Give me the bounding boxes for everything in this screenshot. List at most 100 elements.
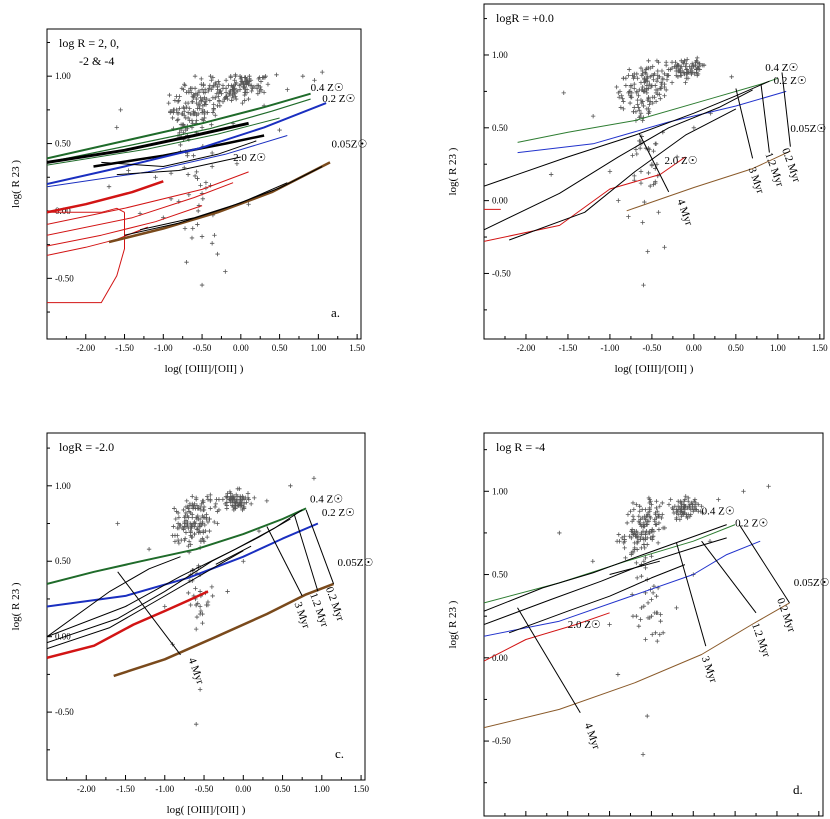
data-point bbox=[647, 81, 652, 87]
data-point bbox=[172, 98, 178, 103]
data-point bbox=[211, 102, 216, 107]
data-point bbox=[659, 81, 665, 87]
data-point bbox=[246, 96, 251, 102]
data-point bbox=[639, 100, 645, 106]
data-point bbox=[185, 519, 190, 525]
annotation-label: 4 Myr bbox=[582, 721, 603, 751]
data-point bbox=[646, 530, 652, 536]
series-line bbox=[484, 89, 753, 231]
data-point bbox=[630, 514, 636, 519]
data-point bbox=[227, 92, 233, 98]
data-point bbox=[650, 64, 655, 69]
data-point bbox=[265, 82, 271, 87]
y-tick-label: 0.00 bbox=[492, 196, 508, 206]
data-point bbox=[209, 164, 215, 169]
data-point bbox=[656, 210, 661, 215]
annotation-label: 0.2 Z☉ bbox=[322, 507, 355, 519]
series-line bbox=[47, 207, 125, 213]
data-point bbox=[240, 100, 245, 106]
data-point bbox=[639, 73, 645, 78]
series-line bbox=[47, 212, 125, 304]
data-point bbox=[190, 494, 195, 499]
data-point bbox=[186, 90, 192, 95]
series-line bbox=[113, 582, 335, 678]
data-point bbox=[183, 115, 188, 121]
data-point bbox=[219, 91, 224, 96]
data-point bbox=[644, 83, 650, 88]
data-point bbox=[209, 241, 215, 246]
data-point bbox=[660, 500, 665, 506]
data-point bbox=[183, 504, 189, 510]
series-line bbox=[47, 518, 291, 644]
plot-area bbox=[47, 69, 331, 304]
data-point bbox=[225, 491, 230, 496]
data-point bbox=[238, 76, 244, 82]
y-tick-label: 0.50 bbox=[55, 556, 71, 566]
data-point bbox=[191, 95, 196, 100]
y-axis-label: log( R 23 ) bbox=[10, 582, 22, 630]
data-point bbox=[199, 117, 205, 122]
data-point bbox=[198, 608, 204, 614]
series-line bbox=[701, 540, 757, 614]
data-point bbox=[213, 113, 218, 118]
data-point bbox=[185, 153, 190, 158]
data-point bbox=[216, 497, 222, 502]
data-point bbox=[182, 536, 188, 541]
data-point bbox=[658, 618, 663, 624]
data-point bbox=[628, 509, 633, 514]
data-point bbox=[654, 505, 659, 511]
data-point bbox=[644, 90, 650, 96]
chart-panel-a: -2.00 -1.50 -1.00 -0.50 0.00 0.50 1.00 1.50 1.00… bbox=[10, 28, 367, 375]
data-point bbox=[666, 67, 671, 72]
series-line bbox=[484, 524, 727, 612]
data-point bbox=[176, 98, 182, 103]
data-point bbox=[246, 202, 251, 207]
data-point bbox=[616, 532, 621, 537]
data-point bbox=[177, 522, 182, 528]
data-point bbox=[674, 605, 679, 611]
data-point bbox=[256, 76, 261, 82]
data-point bbox=[186, 509, 192, 514]
data-point bbox=[654, 58, 660, 64]
data-point bbox=[209, 150, 215, 156]
data-point bbox=[634, 560, 639, 566]
data-point bbox=[175, 110, 181, 115]
data-point bbox=[264, 498, 270, 504]
data-point bbox=[201, 528, 206, 534]
data-point bbox=[632, 81, 637, 87]
data-point bbox=[208, 73, 213, 79]
data-point bbox=[621, 76, 626, 81]
data-point bbox=[679, 500, 684, 506]
x-tick-label: 1.00 bbox=[314, 784, 330, 794]
data-point bbox=[263, 73, 268, 79]
data-point bbox=[640, 68, 645, 74]
data-point bbox=[199, 282, 205, 288]
data-point bbox=[641, 103, 646, 109]
data-point bbox=[261, 75, 266, 80]
data-point bbox=[648, 74, 653, 80]
data-point bbox=[642, 199, 647, 205]
data-point bbox=[172, 506, 177, 511]
data-point bbox=[207, 83, 213, 88]
data-point bbox=[697, 67, 702, 72]
data-point bbox=[630, 613, 636, 619]
data-point bbox=[649, 83, 655, 88]
plot-frame bbox=[483, 3, 825, 340]
data-point bbox=[638, 537, 643, 542]
x-tick-label: -2.00 bbox=[76, 343, 95, 353]
data-point bbox=[241, 84, 247, 90]
data-point bbox=[199, 82, 204, 87]
data-point bbox=[210, 593, 215, 599]
series-line bbox=[117, 571, 181, 656]
panel-label: a. bbox=[331, 305, 340, 320]
y-axis-label: log( R 23 ) bbox=[10, 160, 22, 208]
data-point bbox=[659, 68, 665, 74]
x-tick-label: -0.50 bbox=[195, 784, 214, 794]
annotation-label: 4 Myr bbox=[186, 656, 207, 686]
data-point bbox=[621, 99, 626, 104]
data-point bbox=[659, 515, 664, 521]
data-point bbox=[175, 510, 181, 516]
data-point bbox=[643, 87, 649, 93]
data-point bbox=[189, 111, 195, 117]
data-point bbox=[644, 522, 649, 527]
